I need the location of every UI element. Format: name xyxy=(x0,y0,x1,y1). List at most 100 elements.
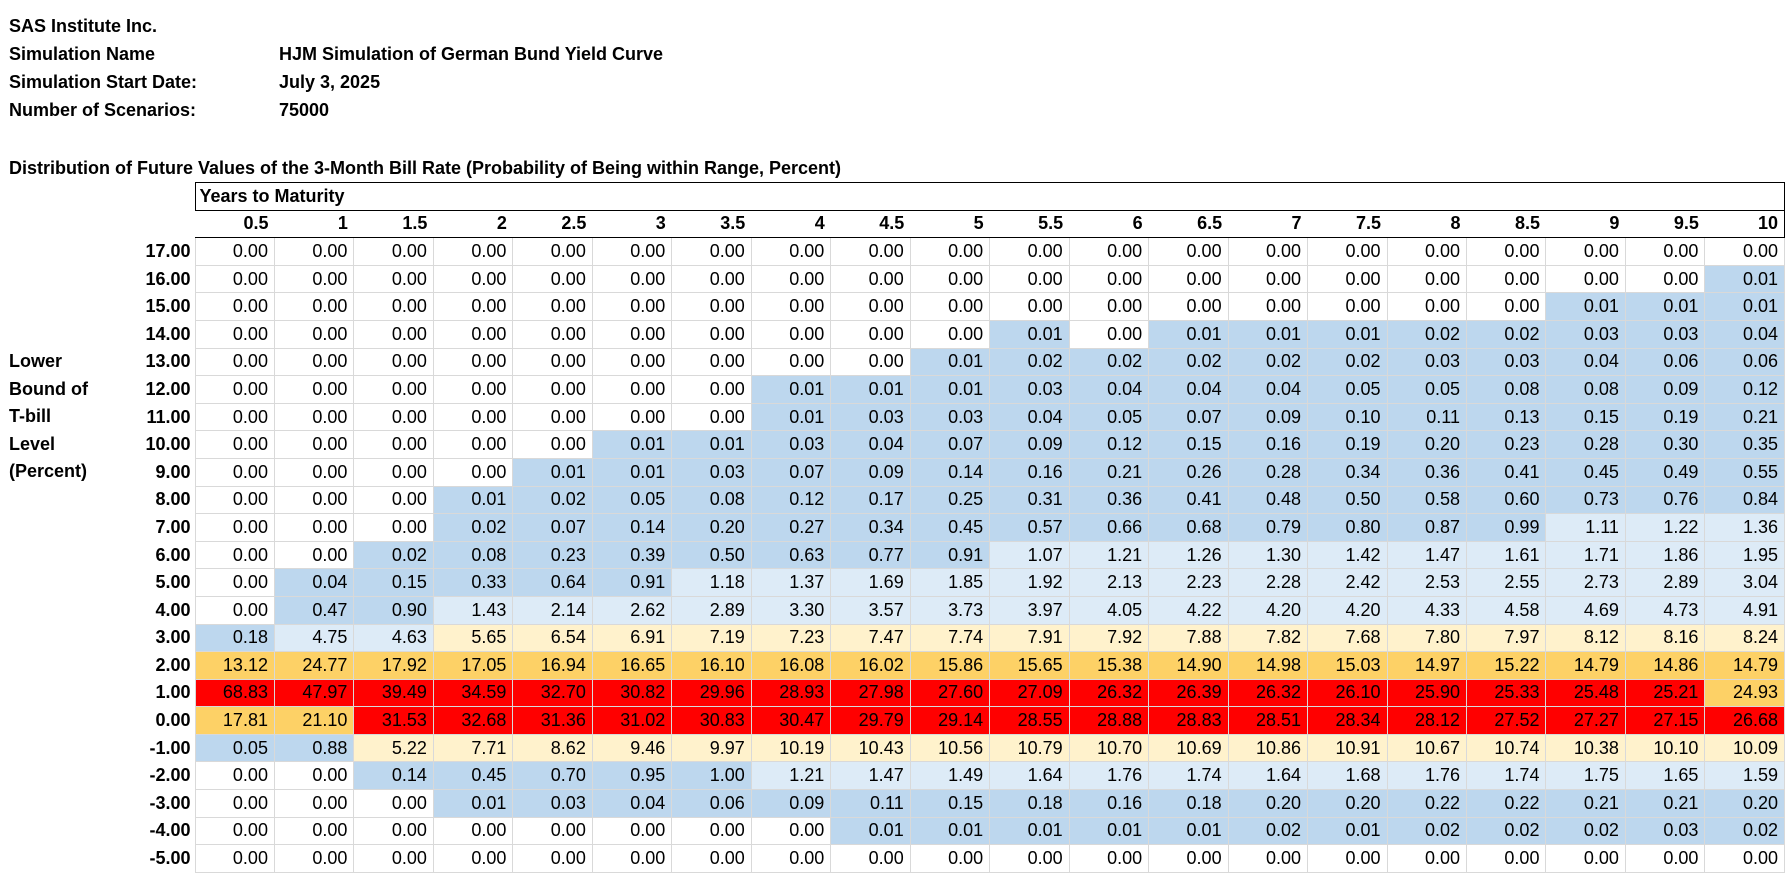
cell: 1.86 xyxy=(1624,540,1706,570)
cell: 0.00 xyxy=(353,319,434,349)
cell: 0.00 xyxy=(1307,292,1388,321)
cell: 0.00 xyxy=(591,292,673,321)
cell: 0.00 xyxy=(353,402,434,432)
cell: 0.00 xyxy=(1307,844,1388,873)
cell: 26.68 xyxy=(1704,706,1785,735)
cell: 0.20 xyxy=(671,513,752,542)
cell: 4.75 xyxy=(273,623,355,653)
cell: 0.00 xyxy=(591,237,673,266)
cell: 26.39 xyxy=(1148,678,1229,708)
cell: 0.00 xyxy=(194,347,275,377)
row-label: 3.00 xyxy=(155,627,191,648)
cell: 0.00 xyxy=(273,375,355,404)
cell: 39.49 xyxy=(353,678,434,708)
cell: 0.76 xyxy=(1624,485,1706,515)
cell: 17.05 xyxy=(432,651,514,680)
cell: 1.30 xyxy=(1227,540,1309,570)
column-header: 5.5 xyxy=(989,210,1070,239)
column-header: 5 xyxy=(910,210,990,239)
axis-label-line: Level xyxy=(9,433,56,454)
cell: 0.48 xyxy=(1227,485,1309,515)
cell: 4.22 xyxy=(1148,595,1229,625)
cell: 0.03 xyxy=(1624,319,1706,349)
cell: 0.16 xyxy=(1227,430,1309,459)
cell: 0.01 xyxy=(1704,292,1785,321)
cell: 0.17 xyxy=(830,485,911,515)
cell: 0.05 xyxy=(194,733,275,763)
cell: 1.76 xyxy=(1068,761,1150,791)
cell: 0.00 xyxy=(1624,264,1706,294)
cell: 0.00 xyxy=(1465,264,1547,294)
cell: 0.00 xyxy=(353,375,434,404)
cell: 10.74 xyxy=(1465,733,1547,763)
cell: 0.00 xyxy=(1068,319,1150,349)
cell: 0.00 xyxy=(194,816,275,846)
data-row: 4.00 0.00 0.47 0.90 1.43 2.14 2.62 2.89 3.30 3.57… xyxy=(0,595,1785,625)
cell: 13.12 xyxy=(194,651,275,680)
cell: 6.54 xyxy=(512,623,593,653)
cell: 0.00 xyxy=(194,375,275,404)
cell: 31.36 xyxy=(512,706,593,735)
cell: 0.00 xyxy=(512,375,593,404)
cell: 0.00 xyxy=(194,485,275,515)
cell: 0.15 xyxy=(353,568,434,597)
cell: 0.09 xyxy=(750,789,832,818)
cell: 0.00 xyxy=(591,816,673,846)
cell: 0.04 xyxy=(273,568,355,597)
cell: 0.16 xyxy=(989,457,1070,487)
cell: 1.43 xyxy=(432,595,514,625)
cell: 14.98 xyxy=(1227,651,1309,680)
cell: 0.00 xyxy=(671,347,752,377)
cell: 8.12 xyxy=(1545,623,1626,653)
row-label: 11.00 xyxy=(146,406,191,427)
cell: 0.02 xyxy=(1386,816,1468,846)
cell: 0.60 xyxy=(1465,485,1547,515)
cell: 0.55 xyxy=(1704,457,1785,487)
cell: 0.00 xyxy=(432,402,514,432)
cell: 0.15 xyxy=(1545,402,1626,432)
cell: 0.00 xyxy=(273,540,355,570)
cell: 0.00 xyxy=(671,375,752,404)
cell: 0.00 xyxy=(989,237,1070,266)
cell: 0.07 xyxy=(750,457,832,487)
cell: 28.51 xyxy=(1227,706,1309,735)
cell: 0.10 xyxy=(1307,402,1388,432)
data-row: 6.00 0.00 0.00 0.02 0.08 0.23 0.39 0.50 0.63 0.77… xyxy=(0,540,1785,570)
cell: 0.00 xyxy=(750,292,832,321)
cell: 0.16 xyxy=(1068,789,1150,818)
cell: 28.88 xyxy=(1068,706,1150,735)
cell: 7.91 xyxy=(989,623,1070,653)
cell: 0.00 xyxy=(432,375,514,404)
axis-label-line: (Percent) xyxy=(9,461,88,482)
cell: 34.59 xyxy=(432,678,514,708)
column-header: 6.5 xyxy=(1148,210,1229,239)
data-row: 15.00 0.00 0.00 0.00 0.00 0.00 0.00 0.00 0.00 0.0… xyxy=(0,292,1785,321)
cell: 1.21 xyxy=(750,761,832,791)
cell: 0.50 xyxy=(671,540,752,570)
column-header: 9 xyxy=(1545,210,1626,239)
row-label: 0.00 xyxy=(155,710,191,731)
data-row: -5.00 0.00 0.00 0.00 0.00 0.00 0.00 0.00 0.00 0.0… xyxy=(0,844,1785,873)
cell: 0.15 xyxy=(1148,430,1229,459)
cell: 1.92 xyxy=(989,568,1070,597)
row-label: 1.00 xyxy=(155,682,191,703)
cell: 0.49 xyxy=(1624,457,1706,487)
cell: 0.01 xyxy=(432,485,514,515)
cell: 1.18 xyxy=(671,568,752,597)
cell: 0.02 xyxy=(1465,816,1547,846)
cell: 0.09 xyxy=(989,430,1070,459)
cell: 0.08 xyxy=(671,485,752,515)
cell: 0.02 xyxy=(353,540,434,570)
cell: 0.04 xyxy=(989,402,1070,432)
cell: 25.90 xyxy=(1386,678,1468,708)
cell: 0.00 xyxy=(194,595,275,625)
cell: 0.00 xyxy=(830,237,911,266)
cell: 0.00 xyxy=(591,844,673,873)
cell: 27.15 xyxy=(1624,706,1706,735)
axis-label-line: Bound of xyxy=(9,378,88,399)
cell: 0.04 xyxy=(591,789,673,818)
cell: 28.34 xyxy=(1307,706,1388,735)
cell: 24.77 xyxy=(273,651,355,680)
cell: 0.13 xyxy=(1465,402,1547,432)
